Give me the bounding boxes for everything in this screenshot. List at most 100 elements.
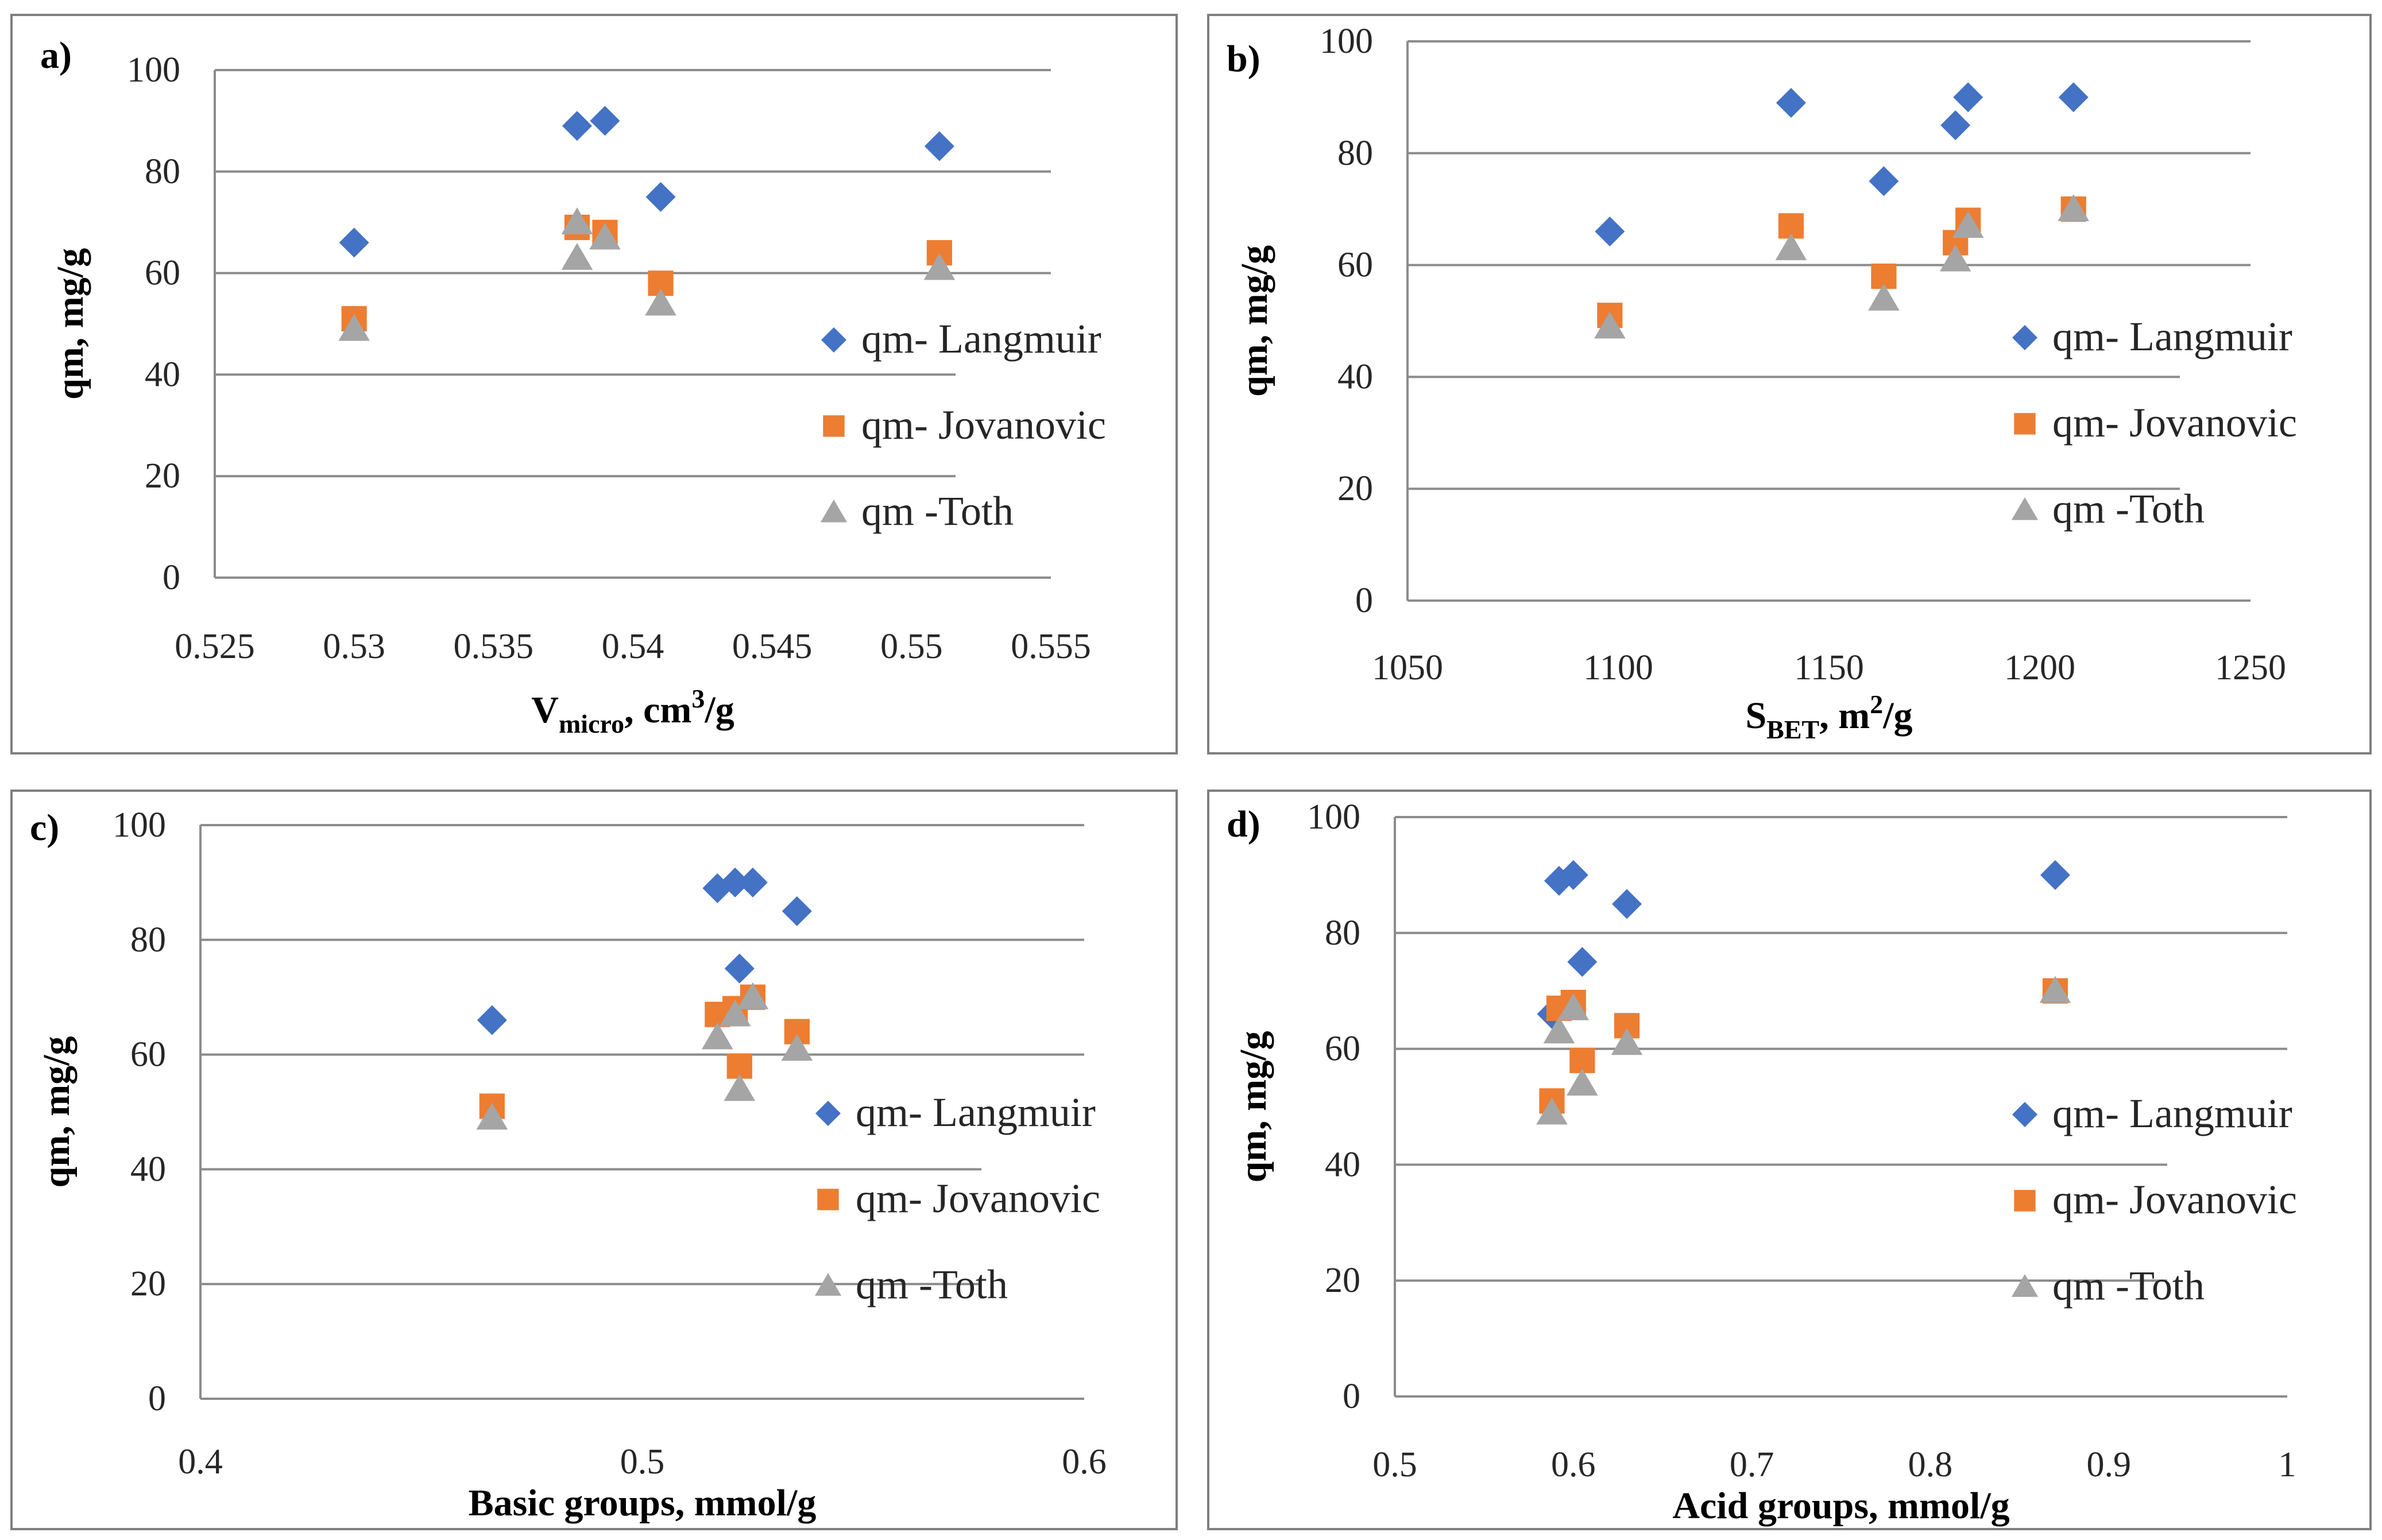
y-tick-label: 100 xyxy=(127,51,180,90)
x-tick-label: 0.53 xyxy=(323,627,385,666)
legend-label: qm- Langmuir xyxy=(861,316,1101,362)
y-tick-label: 80 xyxy=(145,152,180,191)
legend-label: qm -Toth xyxy=(2052,1263,2205,1309)
chart-panel-c: 0 20 40 60 80 100 0.4 0.5 0.6 qm- Langmuir qm- Jov… xyxy=(10,790,1178,1530)
y-tick-label: 40 xyxy=(1337,357,1373,396)
x-tick-label: 0.4 xyxy=(178,1442,223,1481)
x-tick-label: 0.535 xyxy=(454,627,534,666)
chart-svg-b: 0 20 40 60 80 100 1050 1100 1150 1200 1250 qm- Lang… xyxy=(1227,22,2297,744)
x-tick-label: 0.545 xyxy=(732,627,813,666)
point-triangle-d xyxy=(1567,1069,1598,1096)
y-axis-title: qm, mg/g xyxy=(1233,245,1275,397)
legend-label: qm- Jovanovic xyxy=(2052,1177,2297,1222)
y-tick-label: 0 xyxy=(1343,1377,1360,1416)
x-axis-title: Basic groups, mmol/g xyxy=(469,1482,817,1524)
legend-label: qm -Toth xyxy=(861,488,1014,534)
point-triangle-b xyxy=(1594,311,1626,339)
point-triangle-c xyxy=(476,1102,508,1130)
point-triangle-b xyxy=(2058,194,2090,221)
point-triangle-d xyxy=(1557,993,1590,1020)
legend-label: qm- Jovanovic xyxy=(2052,400,2297,446)
point-triangle-c xyxy=(719,999,751,1027)
point-diamond-a xyxy=(562,111,592,141)
chart-panel-d: 0 20 40 60 80 100 0.5 0.6 0.7 0.8 0.9 1 qm- Langmuir… xyxy=(1207,790,2372,1530)
x-axis-title: SBET, m2/g xyxy=(1745,690,1912,744)
x-tick-label: 1200 xyxy=(2004,648,2075,687)
y-tick-label: 60 xyxy=(1325,1030,1360,1069)
point-diamond-a xyxy=(924,131,954,161)
chart-svg-a: 0 20 40 60 80 100 0.525 0.53 0.535 0.54 0.545 0.55 0… xyxy=(40,34,1106,738)
legend-marker-diamond xyxy=(815,1101,841,1126)
x-tick-label: 1 xyxy=(2279,1445,2296,1484)
point-triangle-a xyxy=(923,253,956,280)
point-diamond-c xyxy=(724,953,755,984)
legend-marker-square xyxy=(2014,1190,2036,1212)
legend-marker-diamond xyxy=(2012,325,2037,350)
legend-marker-square xyxy=(2014,413,2036,435)
legend-label: qm- Jovanovic xyxy=(856,1175,1100,1221)
point-diamond-a xyxy=(590,106,620,136)
point-diamond-d xyxy=(1612,889,1642,919)
point-triangle-a xyxy=(589,222,621,250)
x-axis-title: Vmicro, cm3/g xyxy=(531,684,734,738)
point-triangle-b xyxy=(1868,284,1900,311)
point-triangle-d xyxy=(1536,1097,1568,1125)
y-axis-title: qm, mg/g xyxy=(49,248,91,400)
point-triangle-a xyxy=(561,207,593,234)
x-tick-label: 1150 xyxy=(1794,648,1864,687)
y-axis-title: qm, mg/g xyxy=(36,1036,78,1188)
point-triangle-c xyxy=(702,1022,733,1050)
point-triangle-b xyxy=(1939,244,1971,272)
y-tick-label: 80 xyxy=(1337,134,1373,173)
point-triangle-c xyxy=(724,1074,756,1101)
chart-panel-b: 0 20 40 60 80 100 1050 1100 1150 1200 1250 qm- Lang… xyxy=(1207,14,2372,754)
y-tick-label: 80 xyxy=(1325,914,1360,953)
y-tick-label: 60 xyxy=(145,254,180,293)
legend-label: qm- Langmuir xyxy=(2052,314,2292,359)
point-triangle-d xyxy=(2039,976,2071,1003)
x-tick-label: 0.8 xyxy=(1908,1445,1953,1484)
x-axis-title: Acid groups, mmol/g xyxy=(1672,1485,2009,1527)
point-triangle-a xyxy=(645,288,676,316)
point-triangle-c xyxy=(781,1034,813,1061)
legend-marker-diamond xyxy=(821,327,846,353)
legend-label: qm- Langmuir xyxy=(2052,1090,2292,1136)
x-tick-label: 0.6 xyxy=(1551,1445,1596,1484)
y-tick-label: 80 xyxy=(130,920,166,959)
point-triangle-d xyxy=(1611,1028,1643,1055)
x-tick-label: 0.525 xyxy=(175,627,255,666)
point-diamond-c xyxy=(737,867,768,897)
panel-label: b) xyxy=(1227,38,1260,80)
point-diamond-b xyxy=(2058,82,2089,113)
point-diamond-c xyxy=(782,896,812,926)
x-tick-label: 1100 xyxy=(1583,648,1653,687)
y-tick-label: 100 xyxy=(113,806,166,845)
chart-panel-a: 0 20 40 60 80 100 0.525 0.53 0.535 0.54 0.545 0.55 0… xyxy=(10,14,1178,754)
y-tick-label: 100 xyxy=(1320,22,1373,61)
y-tick-label: 60 xyxy=(1337,246,1373,285)
point-triangle-d xyxy=(1543,1016,1575,1044)
legend-marker-triangle xyxy=(2011,497,2039,520)
y-tick-label: 20 xyxy=(1337,469,1373,508)
chart-svg-d: 0 20 40 60 80 100 0.5 0.6 0.7 0.8 0.9 1 qm- Langmuir… xyxy=(1227,798,2297,1527)
y-tick-label: 20 xyxy=(145,456,180,496)
legend-marker-diamond xyxy=(2012,1102,2037,1127)
point-diamond-b xyxy=(1940,110,1971,141)
legend-label: qm -Toth xyxy=(856,1262,1008,1307)
x-tick-label: 0.7 xyxy=(1730,1445,1774,1484)
point-triangle-a xyxy=(561,243,593,270)
x-tick-label: 0.5 xyxy=(1372,1445,1417,1484)
chart-svg-c: 0 20 40 60 80 100 0.4 0.5 0.6 qm- Langmuir qm- Jov… xyxy=(30,806,1107,1524)
point-diamond-b xyxy=(1595,216,1625,247)
y-tick-label: 20 xyxy=(130,1264,166,1303)
legend-label: qm -Toth xyxy=(2052,486,2205,532)
legend-marker-square xyxy=(817,1189,839,1210)
legend-marker-triangle xyxy=(820,500,848,523)
y-tick-label: 40 xyxy=(145,355,180,394)
legend-label: qm- Jovanovic xyxy=(861,402,1106,448)
point-diamond-d xyxy=(2040,860,2070,890)
point-triangle-a xyxy=(338,314,370,341)
x-tick-label: 0.54 xyxy=(602,627,664,666)
x-tick-label: 0.5 xyxy=(620,1442,665,1481)
panel-label: a) xyxy=(40,34,72,76)
